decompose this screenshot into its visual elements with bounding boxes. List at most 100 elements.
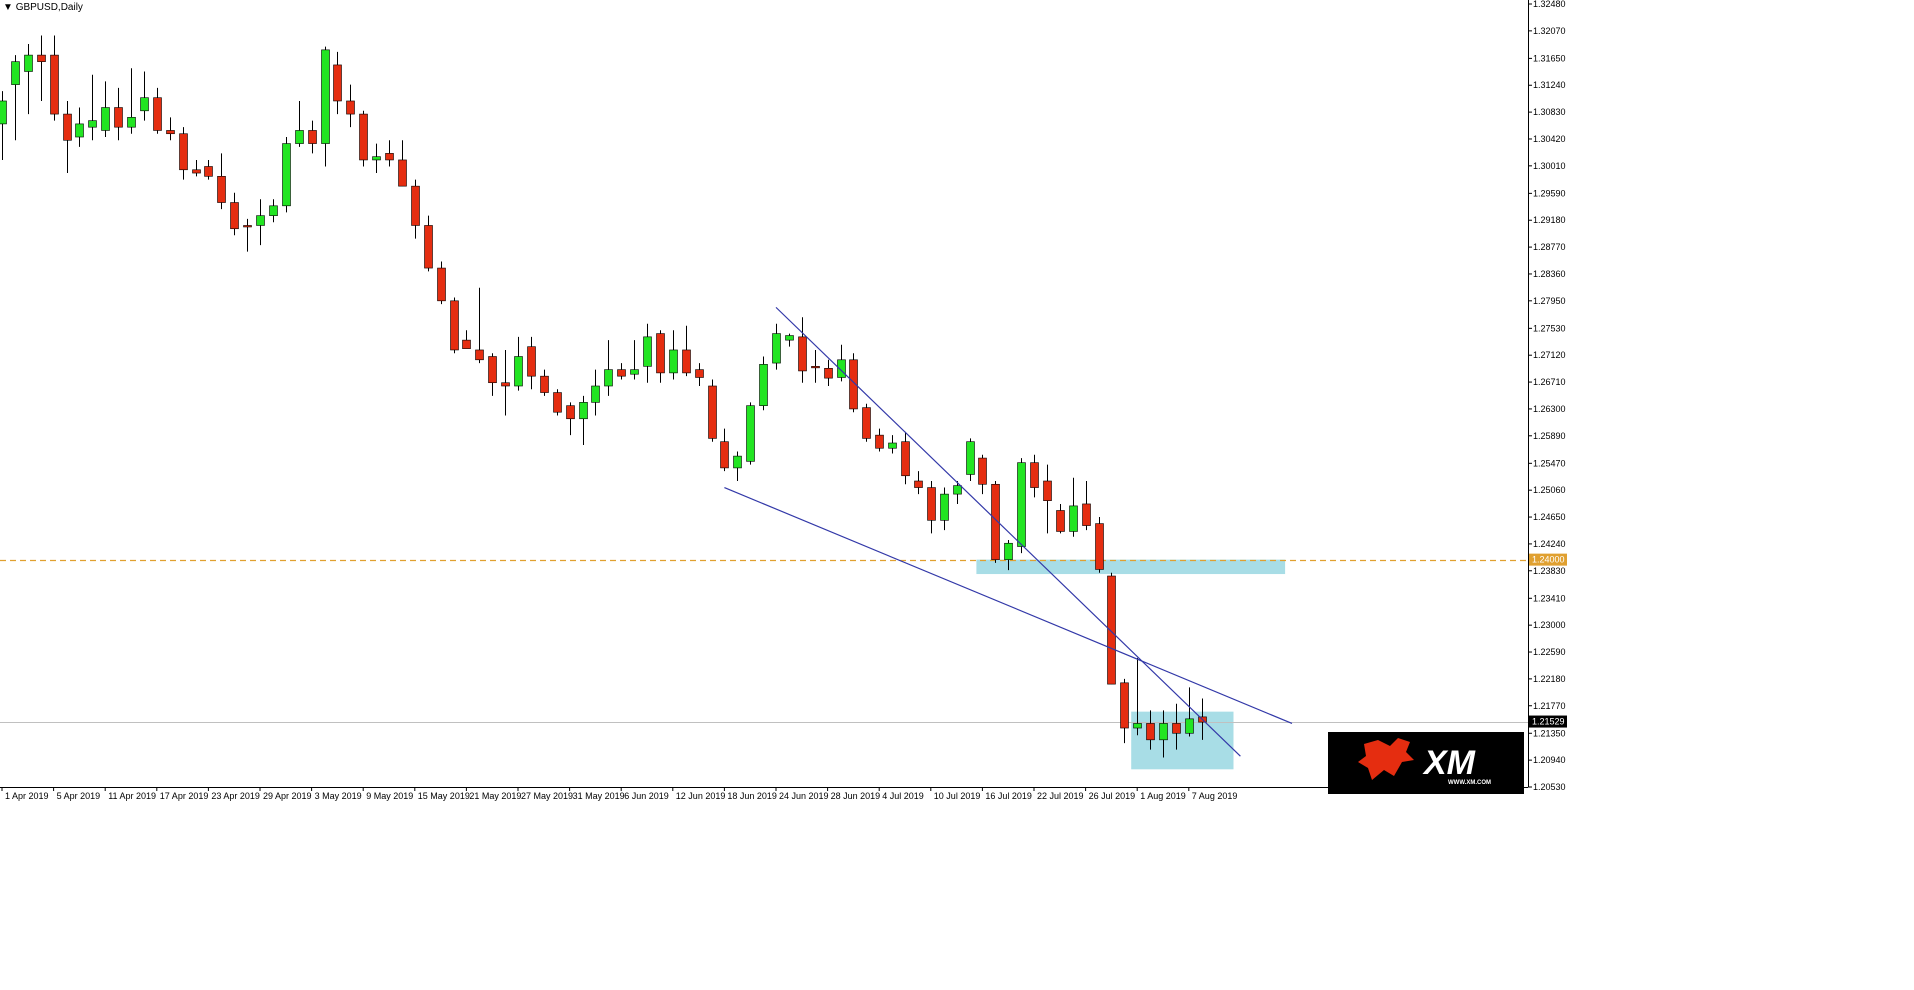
candle	[591, 369, 600, 416]
candle-body	[50, 54, 59, 115]
candle-body	[114, 107, 123, 128]
price-tick-label: 1.24240	[1533, 539, 1566, 549]
candle-body	[101, 107, 110, 131]
candle-body	[811, 366, 820, 369]
candle-body	[204, 166, 213, 177]
price-level-tag-label: 1.24000	[1532, 555, 1565, 565]
candle	[914, 471, 923, 495]
candle-body	[0, 100, 7, 125]
price-tick-label: 1.27950	[1533, 296, 1566, 306]
price-level-tag	[1529, 715, 1567, 728]
candle	[824, 359, 833, 386]
candle	[682, 325, 691, 377]
price-tick-label: 1.32070	[1533, 26, 1566, 36]
candle-body	[991, 483, 1000, 560]
candle-body	[656, 333, 665, 374]
trendlines-layer	[724, 306, 1293, 757]
candle	[630, 340, 639, 380]
time-tick-label: 17 Apr 2019	[160, 791, 209, 801]
candle	[269, 199, 278, 223]
time-tick-label: 26 Jul 2019	[1089, 791, 1136, 801]
candle-body	[746, 405, 755, 462]
candle-body	[243, 225, 252, 228]
candle	[940, 487, 949, 531]
time-tick-label: 27 May 2019	[521, 791, 573, 801]
candle	[372, 143, 381, 174]
candle-body	[940, 493, 949, 521]
candle	[1146, 710, 1155, 750]
time-tick-label: 29 Apr 2019	[263, 791, 312, 801]
candle	[579, 395, 588, 445]
price-tick-label: 1.25890	[1533, 431, 1566, 441]
candle	[785, 333, 794, 347]
candle	[643, 323, 652, 383]
candle	[1043, 464, 1052, 534]
candle	[527, 336, 536, 390]
candle-body	[37, 54, 46, 62]
price-tick-label: 1.29180	[1533, 215, 1566, 225]
chart-title: ▼ GBPUSD,Daily	[3, 2, 83, 13]
price-tick-label: 1.30420	[1533, 134, 1566, 144]
candle	[321, 46, 330, 167]
candle-body	[372, 156, 381, 161]
time-tick-label: 31 May 2019	[573, 791, 625, 801]
candle	[37, 35, 46, 101]
time-tick-label: 28 Jun 2019	[831, 791, 881, 801]
price-tick-label: 1.23830	[1533, 566, 1566, 576]
candle-body	[462, 339, 471, 349]
time-tick-label: 12 Jun 2019	[676, 791, 726, 801]
price-tick-label: 1.24650	[1533, 512, 1566, 522]
candle-body	[475, 349, 484, 361]
candle	[888, 435, 897, 454]
candle	[243, 218, 252, 252]
price-tick-label: 1.31240	[1533, 80, 1566, 90]
candle	[101, 81, 110, 138]
candle	[50, 35, 59, 121]
candle	[1095, 517, 1104, 573]
price-tick-label: 1.30830	[1533, 107, 1566, 117]
candle-body	[553, 392, 562, 413]
candle-body	[824, 368, 833, 379]
candle-body	[127, 117, 136, 128]
candle	[24, 43, 33, 115]
candle-body	[359, 113, 368, 161]
candle-body	[488, 356, 497, 384]
highlight-zone	[1131, 711, 1234, 770]
candle-body	[1185, 718, 1194, 734]
dropdown-icon[interactable]: ▼	[3, 2, 13, 13]
candle	[140, 71, 149, 121]
candle	[385, 140, 394, 167]
candle-body	[798, 336, 807, 372]
candle-body	[630, 369, 639, 375]
candle	[656, 330, 665, 383]
candles-layer	[0, 35, 1207, 758]
candle	[669, 330, 678, 380]
candle	[282, 137, 291, 213]
price-tick-label: 1.21350	[1533, 728, 1566, 738]
candle	[746, 402, 755, 465]
candle	[1120, 678, 1129, 744]
time-tick-label: 1 Aug 2019	[1140, 791, 1186, 801]
candle	[488, 353, 497, 396]
candle	[708, 379, 717, 442]
candle	[837, 344, 846, 382]
time-tick-label: 7 Aug 2019	[1192, 791, 1238, 801]
candle-body	[927, 487, 936, 521]
trend-line[interactable]	[724, 487, 1293, 724]
candle	[1082, 481, 1091, 531]
candle-body	[643, 336, 652, 367]
trend-line[interactable]	[775, 306, 1241, 757]
price-tick-label: 1.26710	[1533, 377, 1566, 387]
candle	[566, 402, 575, 436]
candle-body	[385, 153, 394, 161]
price-level-tag-label: 1.21529	[1532, 717, 1565, 727]
candle	[514, 336, 523, 391]
candle	[88, 74, 97, 141]
candle-body	[527, 346, 536, 377]
candle-body	[24, 54, 33, 72]
candle	[862, 403, 871, 442]
time-tick-label: 24 Jun 2019	[779, 791, 829, 801]
candle-body	[11, 61, 20, 85]
